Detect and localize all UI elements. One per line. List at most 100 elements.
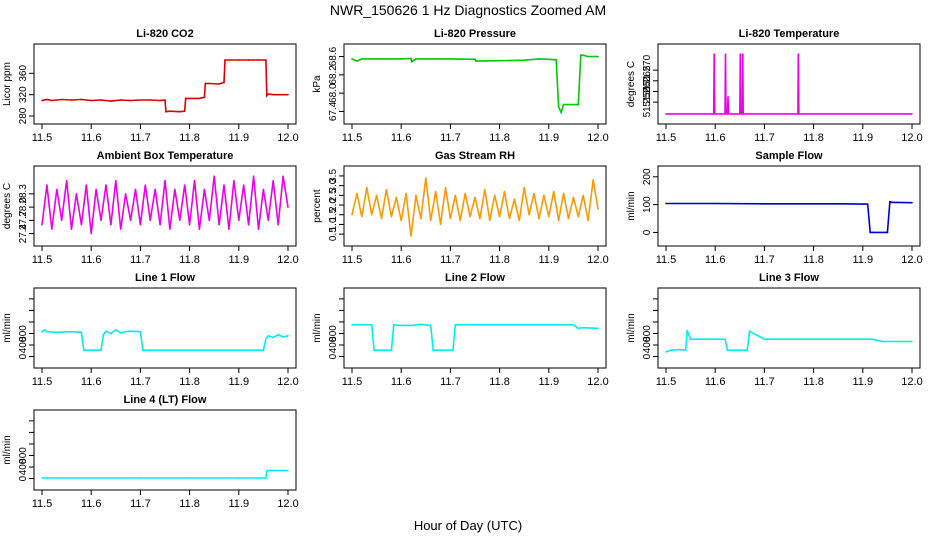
x-tick-label: 11.5 — [342, 376, 363, 388]
data-point — [891, 340, 894, 343]
data-point — [85, 184, 88, 186]
data-point — [110, 100, 112, 102]
data-point — [370, 213, 373, 216]
panel-title: Line 2 Flow — [445, 272, 505, 284]
data-point — [204, 82, 207, 85]
data-point — [557, 219, 560, 222]
data-point — [46, 330, 48, 333]
data-point — [169, 110, 171, 112]
data-point — [277, 93, 279, 96]
data-point — [375, 194, 378, 197]
data-point — [518, 219, 521, 222]
x-tick-label: 11.7 — [130, 132, 151, 144]
data-point — [351, 213, 353, 216]
y-tick-label: 0 — [18, 353, 29, 359]
data-point — [901, 340, 903, 343]
panel-li820temp: Li-820 Temperature 11.5 11.6 11.7 11.8 11.9 12… — [626, 28, 923, 144]
y-tick-label: 400 — [642, 336, 653, 353]
data-point — [444, 186, 447, 189]
data-point — [208, 219, 211, 222]
data-point — [154, 188, 156, 191]
data-point — [233, 179, 235, 182]
data-point — [266, 94, 268, 97]
y-tick-label: 0 — [328, 353, 339, 359]
y-tick-label: 3.0 — [328, 178, 339, 192]
data-point — [385, 188, 388, 191]
y-axis-label: Licor ppm — [2, 62, 13, 106]
data-point — [41, 330, 43, 333]
y-axis-label: degrees C — [2, 183, 13, 229]
data-point — [70, 99, 73, 101]
y-tick-label: 68.0 — [328, 83, 339, 103]
x-tick-label: 12.0 — [277, 376, 298, 388]
data-point — [714, 338, 716, 341]
data-point — [70, 228, 73, 230]
y-tick-label: 360 — [18, 65, 29, 82]
series-line-li820temp — [666, 54, 912, 115]
data-point — [380, 217, 383, 220]
data-point — [724, 338, 726, 341]
data-point — [560, 111, 562, 114]
data-point — [474, 196, 476, 199]
x-tick-label: 11.5 — [342, 132, 363, 144]
data-point — [911, 340, 913, 343]
data-point — [420, 217, 422, 220]
data-point — [164, 179, 166, 182]
data-point — [405, 192, 407, 195]
x-tick-label: 11.5 — [656, 254, 677, 266]
data-point — [420, 323, 422, 326]
data-point — [572, 324, 575, 326]
data-point — [548, 58, 550, 61]
data-point — [562, 192, 565, 195]
x-tick-label: 11.5 — [656, 132, 677, 144]
panel-co2: Li-820 CO2 11.5 11.6 11.7 11.8 11.9 12.0 280 320… — [2, 28, 299, 144]
data-point — [247, 223, 250, 226]
data-point — [523, 186, 525, 189]
y-tick-label: 28.0 — [18, 197, 29, 217]
data-point — [538, 217, 540, 220]
data-point — [272, 469, 275, 472]
data-point — [41, 477, 43, 479]
panel-title: Line 3 Flow — [759, 272, 819, 284]
y-tick-label: 100 — [642, 196, 653, 213]
x-tick-label: 11.7 — [130, 254, 151, 266]
data-point — [726, 349, 729, 351]
data-point — [51, 99, 53, 102]
data-point — [523, 324, 525, 326]
data-point — [503, 190, 506, 193]
data-point — [400, 219, 403, 222]
figure-title: NWR_150626 1 Hz Diagnostics Zoomed AM — [329, 2, 607, 18]
data-point — [198, 228, 201, 230]
data-point — [110, 223, 112, 226]
data-point — [498, 59, 501, 62]
data-point — [474, 324, 476, 326]
y-tick-label: 51.270 — [642, 54, 653, 85]
data-point — [95, 188, 97, 191]
data-point — [597, 55, 599, 58]
x-tick-label: 11.6 — [391, 132, 412, 144]
data-point — [142, 349, 144, 351]
series-line-sampleflow — [666, 200, 913, 234]
data-point — [410, 57, 412, 60]
data-point — [277, 333, 279, 336]
x-tick-label: 11.8 — [803, 132, 824, 144]
y-axis-label: ml/min — [2, 435, 13, 464]
data-point — [169, 228, 171, 230]
x-tick-label: 11.6 — [391, 376, 412, 388]
x-tick-label: 11.9 — [539, 376, 560, 388]
data-point — [679, 348, 682, 351]
data-point — [528, 213, 530, 216]
data-point — [798, 113, 800, 115]
data-point — [51, 228, 53, 230]
data-point — [60, 98, 63, 101]
data-point — [83, 349, 85, 351]
data-point — [597, 208, 599, 210]
x-tick-label: 12.0 — [277, 254, 298, 266]
x-tick-label: 11.5 — [32, 254, 53, 266]
y-tick-label: 320 — [18, 86, 29, 103]
data-point — [238, 219, 240, 222]
x-tick-label: 11.7 — [440, 132, 461, 144]
data-point — [862, 203, 864, 205]
data-point — [410, 235, 412, 237]
data-point — [415, 194, 417, 197]
